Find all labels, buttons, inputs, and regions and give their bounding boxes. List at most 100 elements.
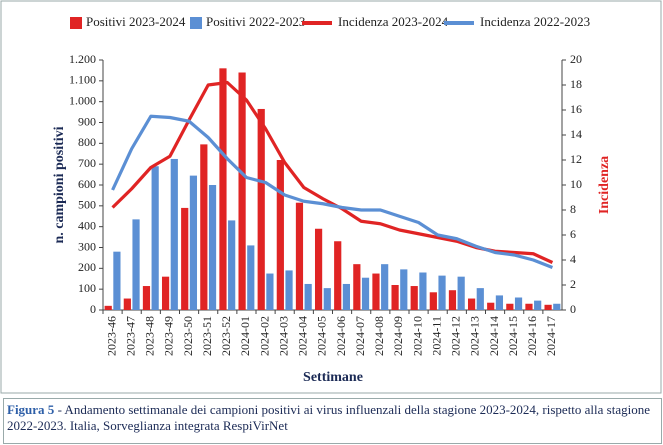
y2-tick-label: 0	[570, 302, 576, 316]
y-tick-label: 200	[78, 260, 96, 274]
bar	[113, 251, 121, 310]
bar	[132, 219, 140, 310]
bar	[219, 68, 227, 310]
x-tick-label: 2024-15	[506, 316, 520, 356]
y2-tick-label: 8	[570, 202, 576, 216]
y2-tick-label: 12	[570, 152, 582, 166]
x-tick-label: 2024-17	[544, 316, 558, 356]
x-tick-label: 2023-48	[143, 316, 157, 356]
bar	[391, 285, 399, 310]
x-tick-label: 2024-02	[257, 316, 271, 356]
y-tick-label: 1.100	[69, 73, 96, 87]
bar	[200, 144, 208, 310]
x-tick-label: 2024-08	[372, 316, 386, 356]
bar	[544, 304, 552, 310]
bar	[266, 273, 274, 310]
x-tick-label: 2024-06	[334, 316, 348, 356]
x-tick-label: 2024-16	[525, 316, 539, 356]
bar	[295, 202, 304, 310]
bar	[314, 228, 323, 310]
bar	[123, 298, 131, 310]
bar	[495, 295, 504, 310]
x-tick-label: 2024-10	[410, 316, 424, 356]
bar	[189, 175, 198, 310]
bar	[467, 298, 476, 310]
chart: n. campioni positivi Incidenza Settimane…	[0, 0, 662, 394]
bar	[247, 245, 255, 310]
line	[111, 114, 554, 269]
x-tick-label: 2024-07	[353, 316, 367, 356]
y-tick-label: 0	[90, 302, 96, 316]
y-tick-label: 1.200	[69, 52, 96, 66]
y2-tick-label: 18	[570, 77, 582, 91]
y-tick-label: 300	[78, 239, 96, 253]
y2-tick-label: 20	[570, 52, 582, 66]
bar	[181, 207, 189, 310]
bar	[372, 273, 380, 310]
y-tick-label: 500	[78, 198, 96, 212]
y-tick-label: 900	[78, 114, 96, 128]
x-tick-label: 2024-13	[468, 316, 482, 356]
y2-axis-label: Incidenza	[597, 156, 612, 214]
x-tick-label: 2023-49	[162, 316, 176, 356]
bar	[104, 305, 112, 310]
bar	[276, 160, 284, 310]
bar	[142, 286, 151, 310]
bar	[361, 277, 370, 310]
x-tick-label: 2024-03	[276, 316, 290, 356]
bar	[334, 241, 342, 310]
y-tick-label: 400	[78, 218, 96, 232]
bar	[208, 185, 217, 310]
bar	[228, 220, 236, 310]
bar	[429, 292, 437, 310]
bar	[514, 297, 523, 310]
x-tick-label: 2024-05	[315, 316, 329, 356]
caption-label: Figura 5	[7, 402, 55, 417]
x-tick-label: 2024-01	[238, 316, 252, 356]
bar	[400, 269, 408, 310]
x-tick-label: 2023-47	[123, 316, 137, 356]
caption: Figura 5 - Andamento settimanale dei cam…	[3, 398, 662, 444]
caption-text: - Andamento settimanale dei campioni pos…	[7, 402, 651, 433]
bar	[238, 72, 246, 310]
x-tick-label: 2024-11	[429, 316, 443, 356]
bar	[170, 158, 178, 310]
x-tick-label: 2024-09	[391, 316, 405, 356]
bar	[457, 276, 465, 310]
bar	[476, 288, 484, 310]
y-tick-label: 700	[78, 156, 96, 170]
bar	[161, 276, 170, 310]
bar	[304, 283, 312, 310]
y-tick-label: 800	[78, 135, 96, 149]
x-tick-label: 2024-12	[449, 316, 463, 356]
legend-label: Incidenza 2022-2023	[480, 14, 590, 29]
y-tick-label: 600	[78, 177, 96, 191]
x-axis-label: Settimane	[303, 370, 363, 385]
y2-tick-label: 10	[570, 177, 582, 191]
bar	[487, 302, 495, 310]
x-tick-label: 2023-46	[104, 316, 118, 356]
bar	[257, 108, 265, 310]
y2-tick-label: 2	[570, 277, 576, 291]
bar	[285, 270, 293, 310]
bar	[525, 303, 533, 310]
x-tick-label: 2023-50	[181, 316, 195, 356]
x-tick-label: 2023-52	[219, 316, 233, 356]
bar	[438, 275, 446, 310]
chart-frame	[0, 0, 662, 394]
legend-label: Positivi 2023-2024	[86, 14, 186, 29]
legend-label: Incidenza 2023-2024	[338, 14, 449, 29]
y-axis-label: n. campioni positivi	[52, 126, 67, 243]
y2-tick-label: 4	[570, 252, 576, 266]
bar	[410, 286, 418, 310]
y2-tick-label: 16	[570, 102, 582, 116]
x-tick-label: 2024-04	[296, 316, 310, 356]
bar	[506, 303, 514, 310]
bar	[553, 303, 561, 310]
bar	[353, 264, 361, 310]
y-tick-label: 1.000	[69, 93, 96, 107]
bar	[448, 290, 457, 310]
bar	[323, 288, 331, 310]
bar	[342, 283, 351, 310]
